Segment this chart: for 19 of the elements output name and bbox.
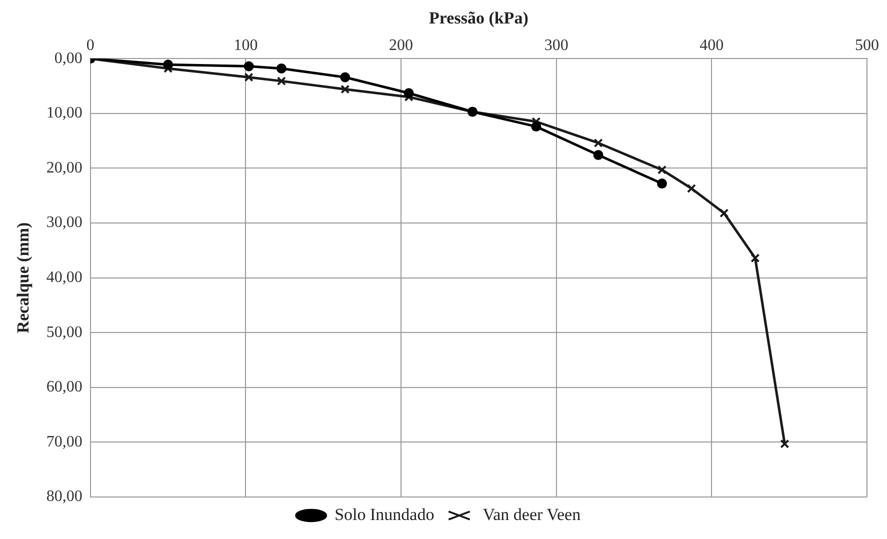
x-tick-label: 100 — [234, 37, 258, 54]
y-tick-label: 40,00 — [46, 269, 82, 286]
x-tick-label: 200 — [389, 37, 414, 54]
x-tick-label: 400 — [700, 37, 724, 54]
x-tick-label: 500 — [855, 37, 879, 54]
y-tick-label: 50,00 — [46, 324, 82, 341]
x-axis-title: Pressão (kPa) — [429, 8, 528, 28]
y-tick-label: 10,00 — [46, 104, 82, 122]
y-axis-title: Recalque (mm) — [14, 222, 33, 334]
x-tick-label: 0 — [86, 37, 94, 54]
y-tick-label: 0,00 — [54, 50, 82, 67]
y-tick-label: 20,00 — [46, 159, 82, 176]
y-tick-label: 60,00 — [46, 378, 82, 396]
y-tick-label: 80,00 — [46, 488, 82, 506]
legend-label: Van deer Veen — [482, 504, 582, 524]
y-tick-label: 70,00 — [46, 433, 82, 450]
legend-label: Solo Inundado — [334, 504, 434, 524]
y-tick-label: 30,00 — [46, 214, 82, 232]
x-tick-label: 300 — [544, 37, 568, 54]
